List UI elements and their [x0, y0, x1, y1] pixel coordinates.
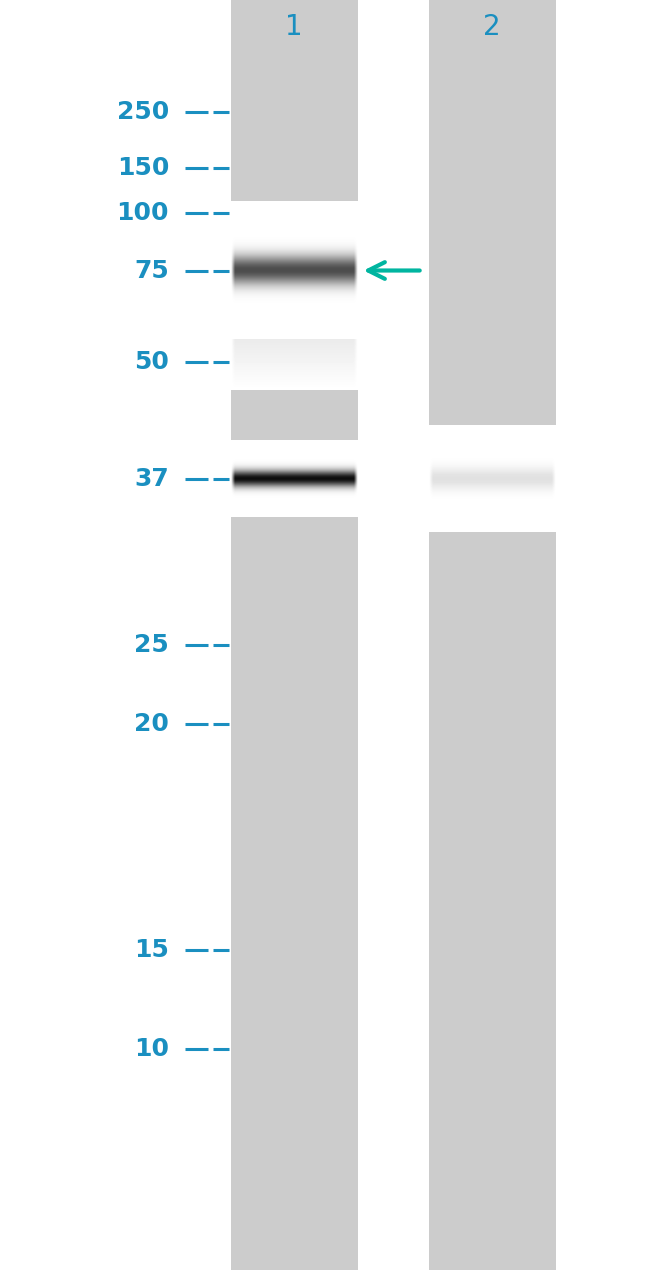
Text: 25: 25: [135, 634, 169, 657]
Text: 10: 10: [134, 1038, 169, 1060]
Text: 75: 75: [135, 259, 169, 282]
Bar: [429, 0, 556, 1270]
Text: 100: 100: [116, 202, 169, 225]
Text: 1: 1: [285, 13, 303, 41]
Text: 50: 50: [134, 351, 169, 373]
Text: 250: 250: [117, 100, 169, 123]
Text: 37: 37: [135, 467, 169, 490]
Text: 2: 2: [483, 13, 501, 41]
Text: 150: 150: [116, 156, 169, 179]
Text: 15: 15: [134, 939, 169, 961]
Bar: [231, 0, 358, 1270]
Text: 20: 20: [134, 712, 169, 735]
